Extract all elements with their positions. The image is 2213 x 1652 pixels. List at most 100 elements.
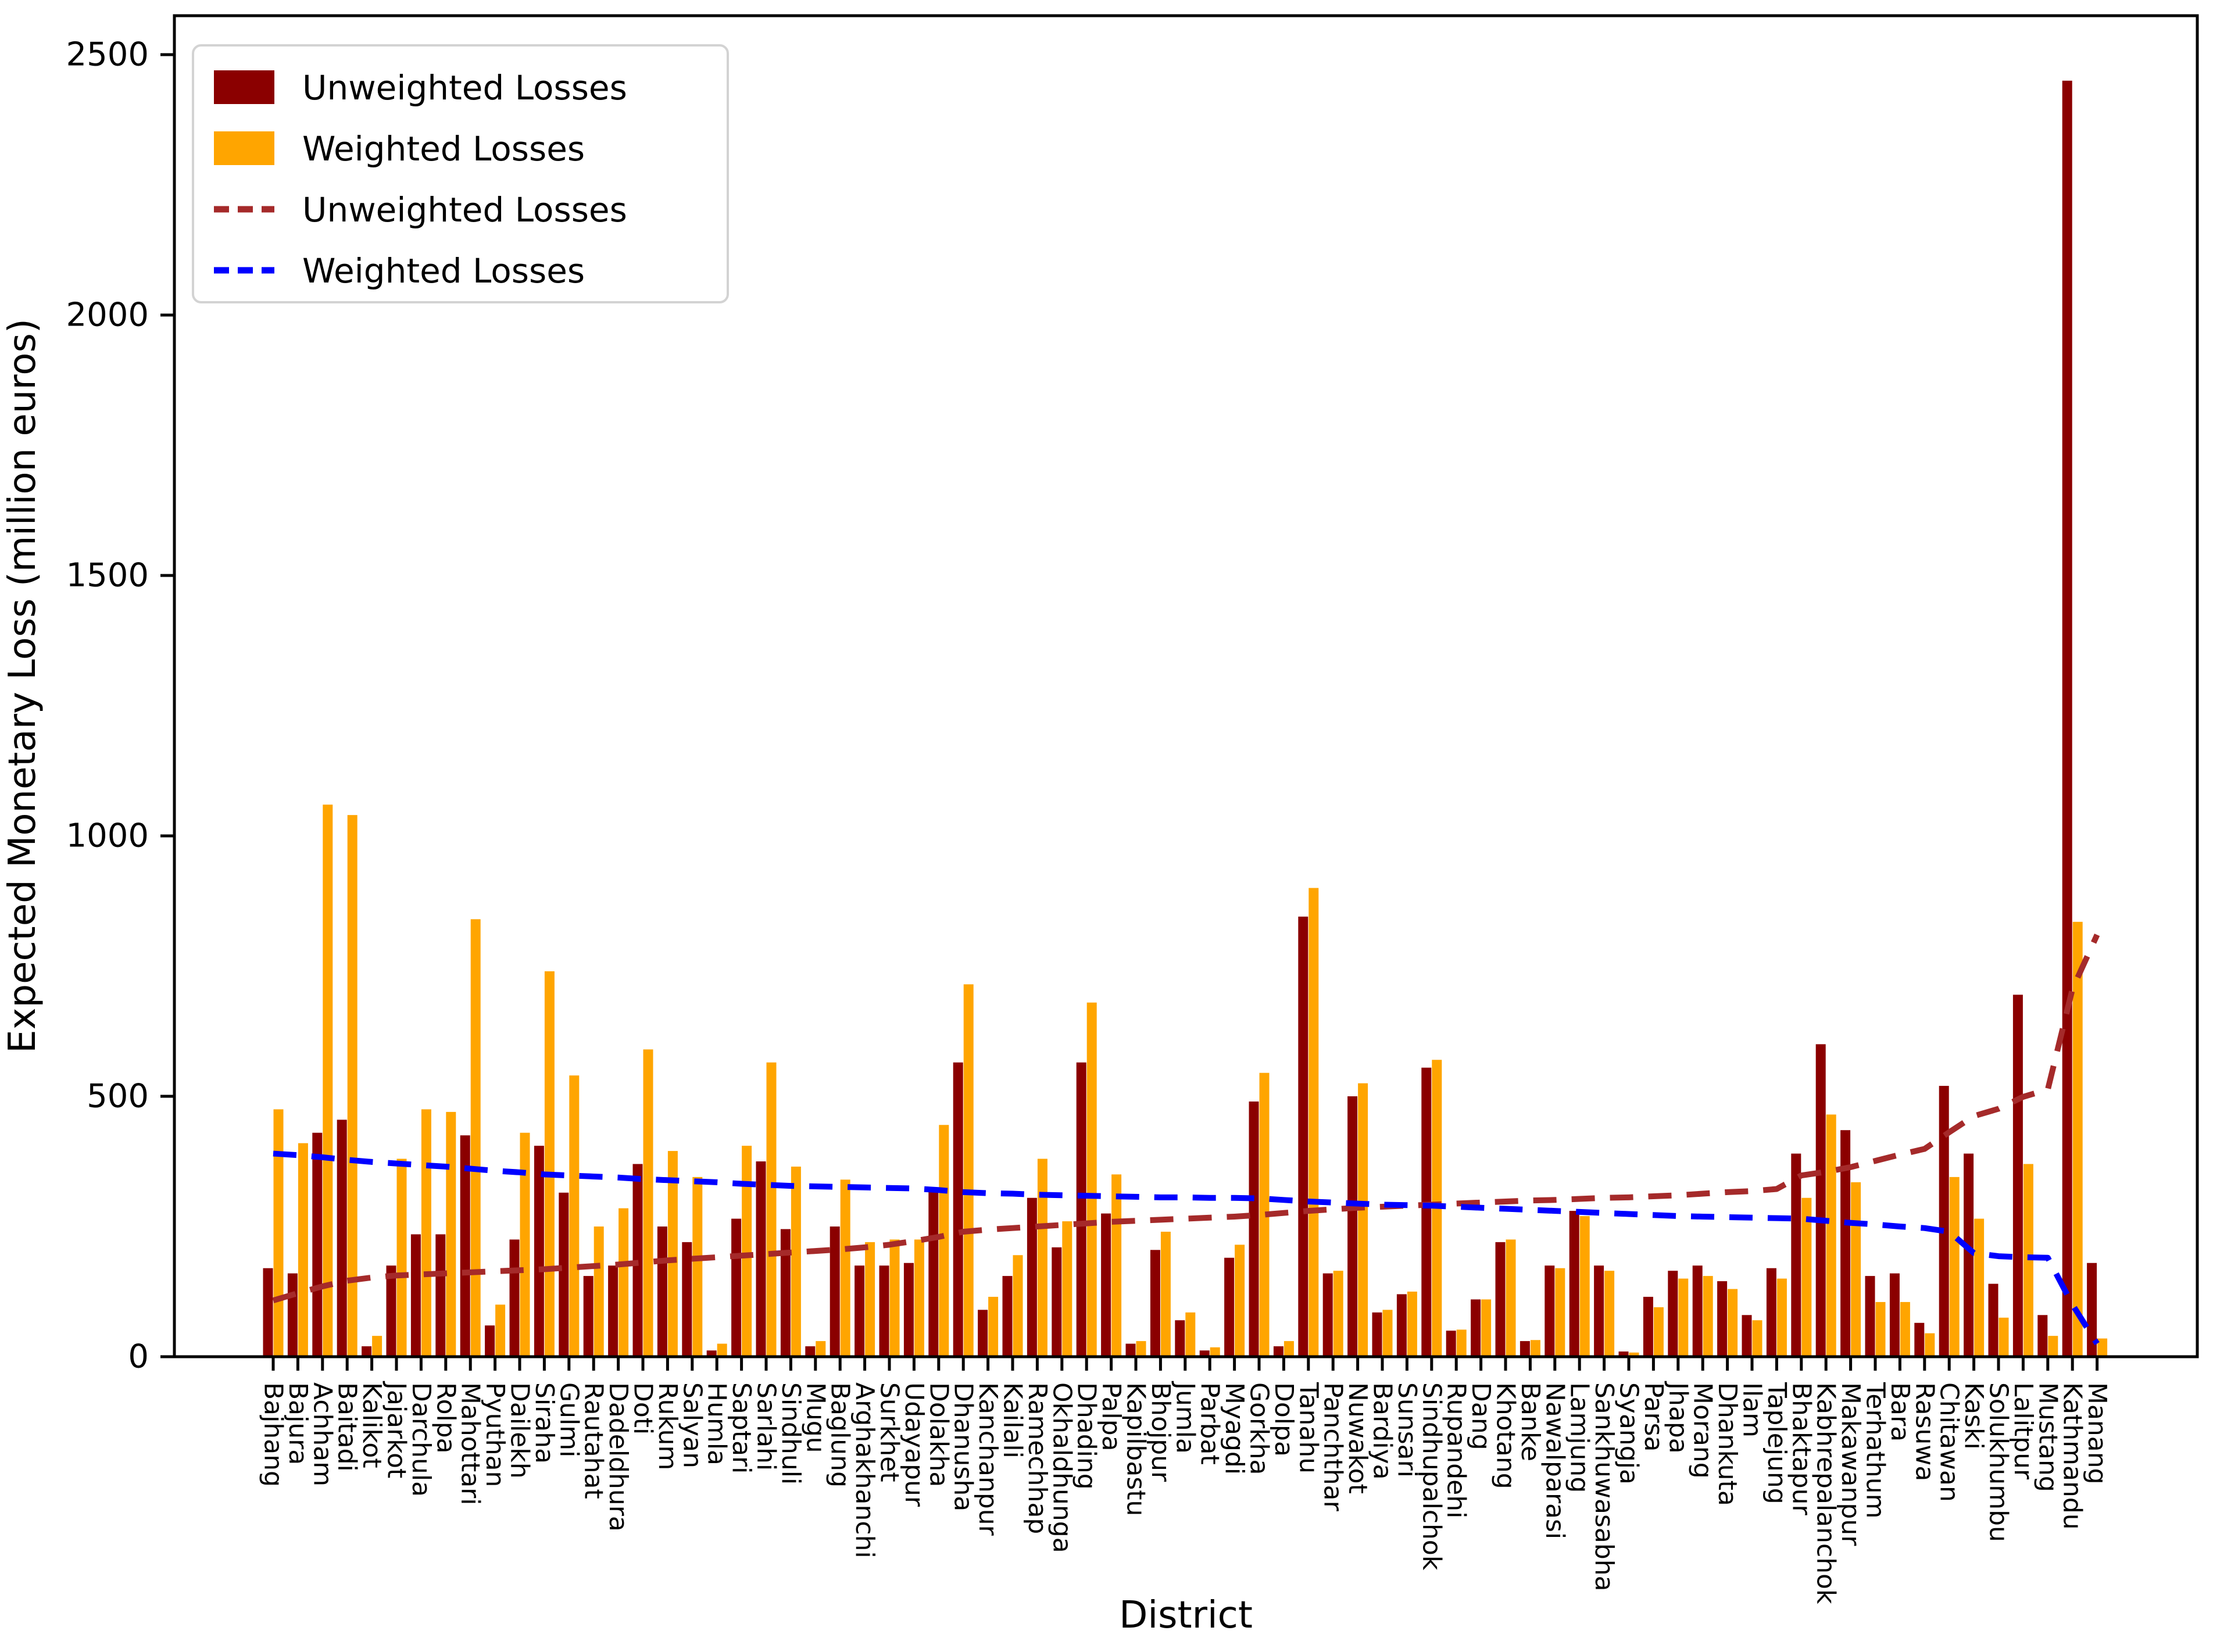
bar-weighted-ramechhap [1037, 1158, 1047, 1356]
bar-weighted-salyan [692, 1177, 703, 1356]
bar-unweighted-solukhumbu [1988, 1283, 1999, 1356]
y-tick-label: 1500 [66, 557, 149, 595]
bar-weighted-udayapur [914, 1239, 924, 1356]
bar-unweighted-kaski [1964, 1153, 1974, 1356]
x-tick-label-dailekh: Dailekh [505, 1382, 535, 1479]
bar-weighted-dadeldhura [619, 1208, 629, 1356]
legend-box [192, 44, 729, 303]
bar-unweighted-sankhuwasabha [1594, 1265, 1604, 1356]
bar-weighted-ilam [1752, 1320, 1762, 1356]
bar-weighted-makawanpur [1851, 1182, 1861, 1356]
x-axis-title: District [1119, 1594, 1253, 1637]
bar-unweighted-panchthar [1322, 1273, 1333, 1356]
bar-weighted-sindhuli [791, 1166, 801, 1356]
bar-weighted-parbat [1210, 1347, 1220, 1356]
bar-unweighted-bajura [287, 1273, 298, 1356]
bar-weighted-siraha [544, 971, 555, 1356]
bar-weighted-dolakha [939, 1125, 949, 1356]
bar-weighted-surkhet [889, 1239, 900, 1356]
bar-unweighted-pyuthan [485, 1325, 495, 1356]
x-tick-label-dhanusha: Dhanusha [949, 1382, 978, 1511]
x-tick-label-sindhuli: Sindhuli [776, 1382, 806, 1485]
x-tick-label-kanchanpur: Kanchanpur [973, 1382, 1003, 1536]
x-tick-label-bhojpur: Bhojpur [1146, 1382, 1175, 1482]
x-tick-label-kapilbastu: Kapilbastu [1121, 1382, 1151, 1516]
bar-weighted-darchula [421, 1109, 431, 1356]
bar-unweighted-achham [312, 1132, 323, 1356]
bar-weighted-kathmandu [2072, 921, 2083, 1356]
bar-weighted-solukhumbu [1999, 1317, 2009, 1356]
bar-weighted-mugu [816, 1341, 826, 1356]
x-tick-label-salyan: Salyan [677, 1382, 707, 1468]
x-tick-label-ramechhap: Ramechhap [1023, 1382, 1052, 1534]
bar-unweighted-saptari [731, 1218, 742, 1356]
x-tick-label-jumla: Jumla [1170, 1381, 1200, 1454]
x-tick-label-manang: Manang [2082, 1382, 2112, 1485]
bar-unweighted-banke [1520, 1341, 1530, 1356]
x-tick-label-rukum: Rukum [653, 1382, 682, 1470]
plot-border [173, 14, 2199, 1358]
x-tick-label-bara: Bara [1885, 1382, 1915, 1442]
bar-weighted-palpa [1111, 1174, 1122, 1356]
x-tick-label-syangja: Syangja [1614, 1382, 1644, 1485]
bar-unweighted-kabhrepalanchok [1815, 1044, 1826, 1356]
x-tick-label-rasuwa: Rasuwa [1910, 1382, 1939, 1481]
bar-unweighted-ilam [1742, 1315, 1752, 1356]
bar-weighted-sankhuwasabha [1604, 1271, 1615, 1356]
bars-layer [263, 80, 2108, 1356]
bar-unweighted-surkhet [879, 1265, 889, 1356]
bar-weighted-arghakhanchi [865, 1242, 875, 1356]
bar-unweighted-dang [1471, 1299, 1481, 1356]
bar-unweighted-mustang [2037, 1315, 2048, 1356]
bar-weighted-sarlahi [766, 1062, 777, 1356]
bar-unweighted-kanchanpur [978, 1310, 988, 1356]
bar-weighted-dolpa [1284, 1341, 1294, 1356]
bar-weighted-baglung [840, 1179, 850, 1356]
x-tick-label-makawanpur: Makawanpur [1836, 1382, 1865, 1546]
x-tick-label-kailali: Kailali [998, 1382, 1028, 1458]
bar-unweighted-chitawan [1939, 1086, 1949, 1356]
bar-unweighted-gorkha [1249, 1101, 1259, 1356]
x-tick-label-myagdi: Myagdi [1220, 1382, 1249, 1475]
x-tick-label-taplejung: Taplejung [1762, 1382, 1792, 1504]
x-tick-label-gulmi: Gulmi [554, 1382, 584, 1457]
legend-label-unweighted-bar: Unweighted Losses [302, 68, 627, 108]
bar-weighted-sunsari [1407, 1292, 1417, 1356]
bar-unweighted-baglung [830, 1227, 840, 1356]
bar-weighted-kanchanpur [988, 1296, 999, 1356]
x-tick-label-udayapur: Udayapur [899, 1382, 929, 1507]
bar-unweighted-khotang [1495, 1242, 1506, 1356]
bar-weighted-rautahat [594, 1227, 604, 1356]
unweighted-trend-line [272, 934, 2100, 1304]
x-tick-label-gorkha: Gorkha [1245, 1382, 1274, 1475]
bar-unweighted-udayapur [903, 1263, 914, 1356]
bar-weighted-dhading [1086, 1002, 1097, 1356]
bar-weighted-morang [1703, 1276, 1713, 1356]
bar-unweighted-jajarkot [386, 1265, 396, 1356]
x-tick-label-lalitpur: Lalitpur [2008, 1382, 2038, 1480]
bar-unweighted-dhankuta [1717, 1281, 1728, 1356]
trend-lines-layer [272, 934, 2100, 1346]
y-tick-label: 2500 [66, 36, 149, 74]
x-tick-label-kathmandu: Kathmandu [2058, 1382, 2087, 1530]
bar-unweighted-tanahu [1298, 916, 1309, 1356]
bar-unweighted-terhathum [1865, 1276, 1875, 1356]
bar-weighted-kapilbastu [1136, 1341, 1146, 1356]
x-tick-label-khotang: Khotang [1491, 1382, 1521, 1489]
bar-unweighted-nawalparasi [1545, 1265, 1555, 1356]
x-tick-label-surkhet: Surkhet [875, 1382, 904, 1482]
y-tick-label: 500 [87, 1078, 149, 1115]
bar-unweighted-bhaktapur [1791, 1153, 1801, 1356]
bar-unweighted-sindhuli [780, 1229, 791, 1356]
bar-weighted-jajarkot [396, 1158, 407, 1356]
bar-unweighted-arghakhanchi [855, 1265, 865, 1356]
legend-swatch-unweighted-bar [214, 70, 274, 104]
bar-unweighted-lamjung [1569, 1211, 1579, 1356]
bar-weighted-taplejung [1776, 1278, 1787, 1356]
bar-unweighted-rukum [657, 1227, 667, 1356]
bar-unweighted-darchula [410, 1234, 421, 1356]
bar-unweighted-dhading [1076, 1062, 1086, 1356]
bar-unweighted-bhojpur [1150, 1250, 1160, 1356]
